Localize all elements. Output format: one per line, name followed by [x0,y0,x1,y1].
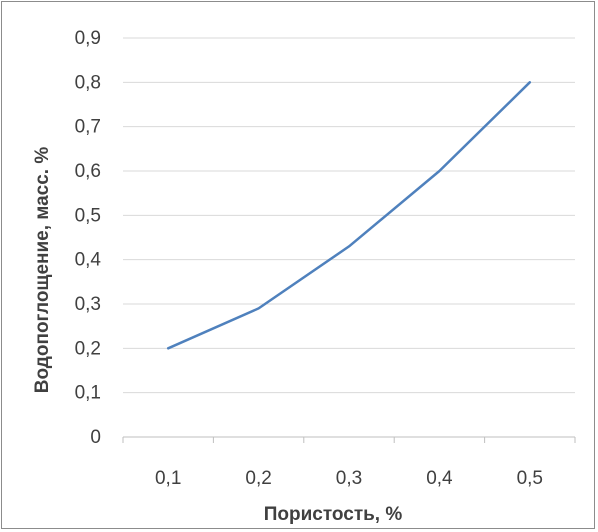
y-tick-label: 0,3 [75,294,101,315]
x-tick-label: 0,5 [517,468,543,489]
y-tick-label: 0,2 [75,338,101,359]
gridlines [123,37,575,394]
tick-labels: 0 0,1 0,2 0,3 0,4 0,5 0,6 0,7 0,8 0,9 0,1 0,2 0,3 0,4… [75,28,543,489]
y-tick-label: 0,5 [75,205,101,226]
y-tick-label: 0,6 [75,161,101,182]
series-layer [166,81,532,350]
y-tick-label: 0,1 [75,383,101,404]
y-tick-label: 0 [90,427,101,448]
y-axis-title: Водопоглощение, масс. % [32,147,53,394]
series-line [166,81,532,350]
x-tick-label: 0,3 [336,468,362,489]
x-tick-label: 0,2 [245,468,271,489]
y-tick-label: 0,8 [75,72,101,93]
y-tick-label: 0,9 [75,28,101,49]
x-tick-label: 0,1 [155,468,181,489]
x-axis-title: Пористость, % [264,504,403,525]
axes [122,436,576,443]
y-tick-label: 0,7 [75,117,101,138]
x-tick-label: 0,4 [426,468,453,489]
y-tick-label: 0,4 [75,250,102,271]
